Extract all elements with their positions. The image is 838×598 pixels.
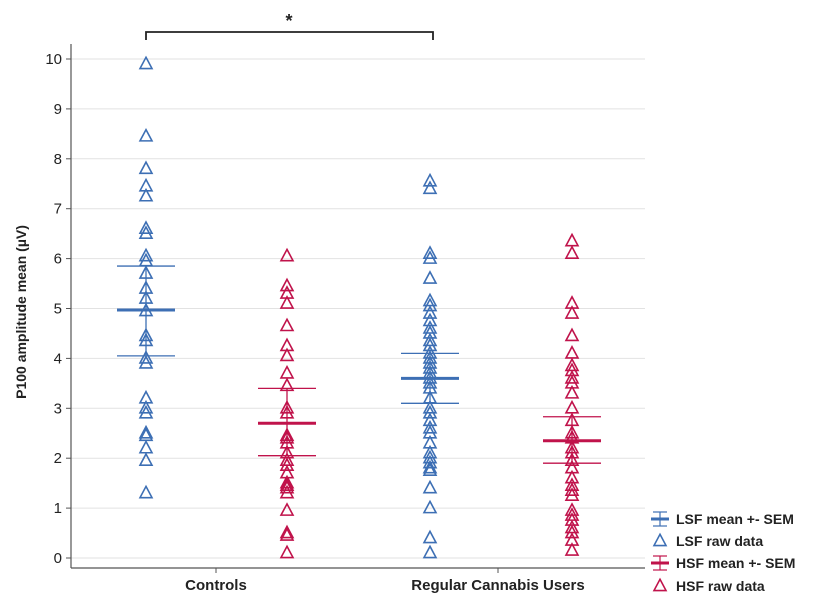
lsf-raw-point — [138, 160, 154, 175]
category-labels: Controls Regular Cannabis Users — [185, 577, 585, 594]
hsf-raw-point — [279, 364, 295, 379]
axes — [66, 44, 645, 573]
hsf-raw-point — [279, 295, 295, 309]
lsf-raw-point — [138, 424, 154, 439]
lsf-raw-point — [138, 55, 154, 70]
hsf-raw-point — [564, 345, 580, 359]
lsf-raw-point — [138, 220, 154, 234]
y-tick-label: 2 — [54, 450, 62, 467]
hsf-raw-point — [279, 527, 295, 541]
legend-triangle — [652, 577, 668, 592]
hsf-raw-point — [564, 524, 580, 539]
hsf-raw-point — [279, 317, 295, 332]
lsf-raw-point — [422, 305, 438, 319]
hsf-raw-point — [564, 487, 580, 501]
hsf-raw-point — [279, 479, 295, 494]
lsf-raw-point — [422, 529, 438, 544]
lsf-raw-point — [422, 454, 438, 469]
y-tick-label: 8 — [54, 151, 62, 168]
lsf-raw-point — [138, 350, 154, 364]
legend-label: LSF mean +- SEM — [676, 511, 794, 527]
y-tick-label: 9 — [54, 101, 62, 118]
y-tick-label: 5 — [54, 301, 62, 318]
lsf-raw-point — [422, 479, 438, 494]
lsf-raw-point — [422, 297, 438, 312]
legend-triangle — [652, 532, 668, 547]
hsf-raw-point — [564, 327, 580, 342]
lsf-raw-point — [138, 399, 154, 414]
hsf-raw-point — [564, 384, 580, 399]
y-tick-labels: 0 1 2 3 4 5 6 7 8 9 10 — [45, 51, 62, 567]
hsf-raw-point — [564, 369, 580, 384]
hsf-raw-point — [279, 502, 295, 516]
legend-label: HSF raw data — [676, 578, 765, 594]
lsf-raw-point — [138, 452, 154, 467]
y-axis-title: P100 amplitude mean (µV) — [13, 225, 29, 399]
y-tick-label: 6 — [54, 251, 62, 268]
lsf-raw-point — [138, 225, 154, 239]
lsf-raw-point — [422, 462, 438, 477]
lsf-raw-point — [422, 245, 438, 259]
hsf-raw-point — [279, 277, 295, 292]
hsf-raw-point — [564, 245, 580, 259]
lsf-raw-point — [138, 404, 154, 419]
lsf-raw-point — [138, 439, 154, 454]
lsf-raw-point — [422, 180, 438, 195]
hsf-raw-point — [279, 347, 295, 362]
y-tick-label: 3 — [54, 400, 62, 417]
lsf-raw-point — [422, 270, 438, 284]
legend-label: LSF raw data — [676, 533, 763, 549]
hsf-raw-point — [564, 452, 580, 467]
lsf-raw-point — [422, 459, 438, 474]
mean-sem-markers — [117, 265, 601, 464]
significance-star: * — [285, 11, 292, 31]
lsf-raw-point — [422, 544, 438, 559]
hsf-raw-point — [564, 305, 580, 319]
hsf-raw-point — [279, 544, 295, 559]
y-tick-label: 7 — [54, 201, 62, 218]
lsf-raw-point — [138, 127, 154, 142]
hsf-raw-point — [279, 524, 295, 539]
lsf-raw-point — [138, 187, 154, 202]
y-tick-label: 10 — [45, 51, 62, 68]
hsf-raw-point — [279, 484, 295, 499]
hsf-raw-point — [564, 399, 580, 414]
hsf-raw-point — [564, 482, 580, 496]
hsf-raw-point — [564, 232, 580, 247]
legend: LSF mean +- SEM LSF raw data HSF mean +- S… — [651, 511, 795, 594]
lsf-raw-point — [138, 247, 154, 262]
lsf-raw-point — [138, 484, 154, 499]
y-tick-label: 4 — [54, 350, 62, 367]
lsf-raw-point — [138, 354, 154, 369]
y-tick-label: 0 — [54, 550, 62, 567]
category-label: Controls — [185, 577, 247, 594]
raw-data-points — [138, 55, 580, 559]
y-tick-label: 1 — [54, 500, 62, 517]
lsf-raw-point — [422, 404, 438, 419]
category-label: Regular Cannabis Users — [411, 577, 584, 594]
lsf-raw-point — [422, 419, 438, 434]
hsf-raw-point — [564, 542, 580, 556]
hsf-raw-point — [279, 477, 295, 491]
significance-bracket: * — [145, 11, 434, 40]
legend-label: HSF mean +- SEM — [676, 555, 795, 571]
lsf-raw-point — [422, 499, 438, 514]
hsf-raw-point — [279, 457, 295, 472]
hsf-raw-point — [279, 247, 295, 262]
bracket-line — [145, 31, 434, 40]
lsf-raw-point — [422, 250, 438, 264]
lsf-raw-point — [422, 172, 438, 187]
